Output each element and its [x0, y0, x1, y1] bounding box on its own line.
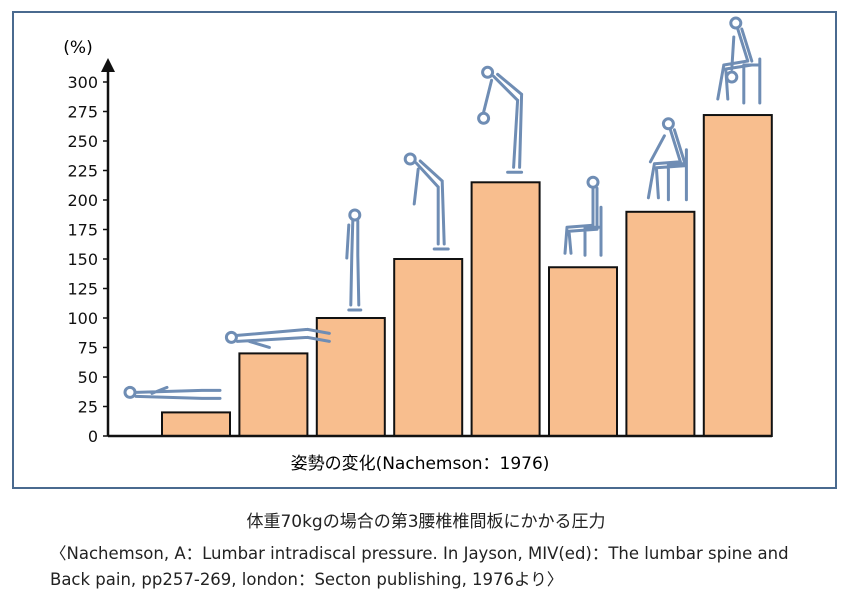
y-tick-label: 25 [78, 398, 98, 417]
x-axis-label: 姿勢の変化(Nachemson：1976) [291, 454, 550, 474]
standing-bent-forward-icon [403, 152, 450, 251]
y-axis-arrow [101, 58, 115, 72]
bar-8 [702, 114, 773, 437]
y-axis-unit: (%) [63, 38, 92, 58]
y-tick-label: 275 [67, 103, 98, 122]
y-tick-label: 150 [67, 250, 98, 269]
y-tick-label: 225 [67, 162, 98, 181]
y-tick-label: 100 [67, 309, 98, 328]
y-tick-label: 250 [67, 132, 98, 151]
y-tick-label: 125 [67, 280, 98, 299]
bars [161, 114, 773, 438]
sitting-upright-icon [563, 175, 603, 257]
lying-side-icon [224, 327, 331, 349]
lying-supine-icon [123, 385, 222, 400]
bar-5 [470, 181, 541, 437]
y-axis-ticks: 0 25 50 75 100 125 150 175 200 225 250 275 300 [67, 73, 108, 446]
bar-4 [393, 258, 464, 437]
bar-6 [548, 266, 618, 438]
standing-lifting-weight-icon [477, 65, 524, 174]
sitting-bent-forward-icon [646, 117, 688, 202]
bar-3 [315, 317, 386, 437]
posture-figures [123, 16, 762, 400]
chart-caption: 体重70kgの場合の第3腰椎椎間板にかかる圧力 [246, 512, 606, 532]
y-tick-label: 75 [78, 339, 98, 358]
y-tick-label: 175 [67, 221, 98, 240]
reference-line-2: Back pain, pp257-269, london：Secton publ… [50, 570, 564, 589]
bar-2 [238, 352, 309, 437]
y-tick-label: 0 [88, 427, 98, 446]
chart-frame [12, 11, 837, 489]
bar-7 [625, 210, 696, 437]
standing-icon [345, 208, 363, 312]
y-tick-label: 200 [67, 191, 98, 210]
reference-line-1: 〈Nachemson, A：Lumbar intradiscal pressur… [50, 544, 789, 563]
y-tick-label: 50 [78, 368, 98, 387]
sitting-lifting-weight-icon [716, 16, 762, 105]
bar-1 [161, 411, 231, 437]
y-tick-label: 300 [67, 73, 98, 92]
